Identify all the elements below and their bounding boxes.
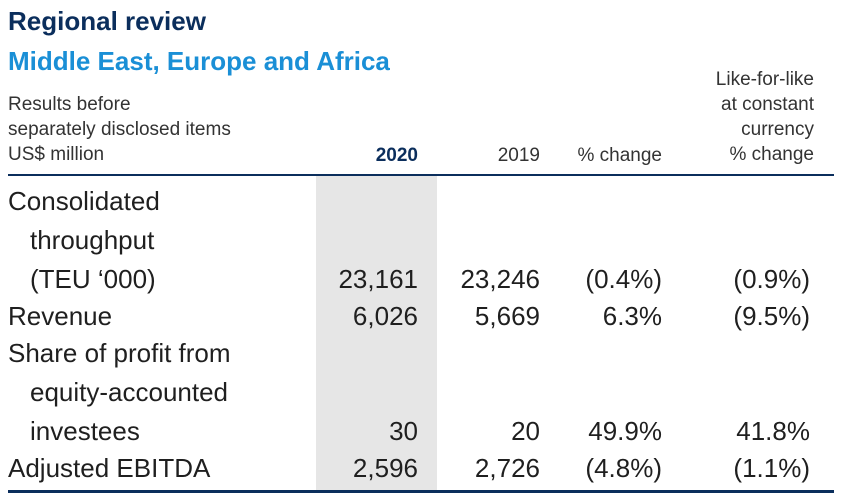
header-description-line: Results before: [8, 94, 131, 115]
row-label: Revenue: [8, 301, 113, 331]
cell-2019: 23,246: [460, 264, 540, 294]
row-label: Share of profit from: [8, 338, 231, 368]
cell-2020: 23,161: [338, 264, 418, 294]
column-header-lfl: Like-for-like at constant currency % cha…: [716, 67, 814, 167]
row-label-continued: throughput: [30, 225, 155, 255]
header-description-line: separately disclosed items: [8, 119, 231, 140]
row-label-continued: equity-accounted: [30, 377, 229, 407]
row-label-continued: investees: [30, 416, 140, 446]
column-header-lfl-line: at constant: [721, 94, 814, 115]
page-title: Regional review: [8, 6, 206, 36]
column-header-change: % change: [577, 145, 662, 166]
cell-lfl: (9.5%): [733, 301, 810, 331]
header-description: Results before separately disclosed item…: [8, 92, 231, 167]
cell-change: (4.8%): [585, 453, 662, 483]
column-header-lfl-line: currency: [741, 119, 814, 140]
cell-2020: 2,596: [352, 453, 418, 483]
row-label-continued: (TEU ‘000): [30, 264, 156, 294]
header-divider: [8, 174, 834, 176]
highlight-column-2020: [316, 176, 437, 490]
header-description-line: US$ million: [8, 144, 105, 165]
row-label: Consolidated: [8, 186, 160, 216]
cell-2020: 6,026: [352, 301, 418, 331]
cell-change: (0.4%): [585, 264, 662, 294]
cell-change: 6.3%: [602, 301, 662, 331]
column-header-2019: 2019: [497, 145, 540, 166]
cell-lfl: (0.9%): [733, 264, 810, 294]
table-bottom-rule: [8, 490, 834, 493]
column-header-lfl-line: Like-for-like: [715, 69, 814, 90]
column-header-lfl-line: % change: [729, 144, 814, 165]
column-header-2020: 2020: [375, 145, 418, 166]
cell-2019: 5,669: [474, 301, 540, 331]
cell-2019: 20: [511, 416, 540, 446]
region-subtitle: Middle East, Europe and Africa: [8, 46, 390, 76]
cell-2019: 2,726: [474, 453, 540, 483]
cell-lfl: 41.8%: [736, 416, 810, 446]
row-label: Adjusted EBITDA: [8, 453, 211, 483]
cell-change: 49.9%: [588, 416, 662, 446]
cell-lfl: (1.1%): [733, 453, 810, 483]
cell-2020: 30: [389, 416, 418, 446]
